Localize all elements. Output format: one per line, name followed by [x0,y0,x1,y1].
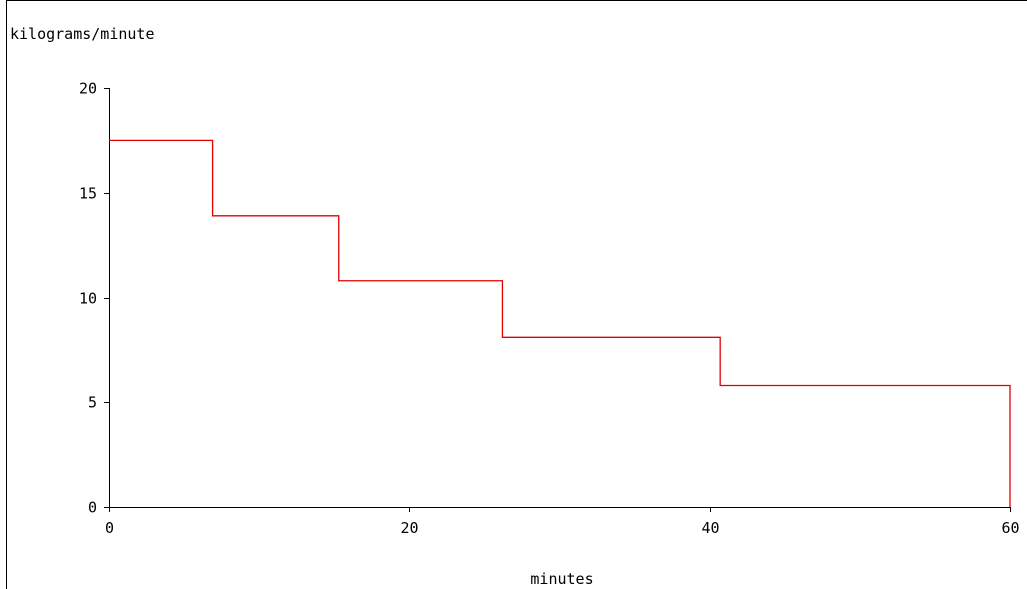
y-tick-label: 5 [88,394,97,412]
x-tick-label: 60 [1001,519,1019,537]
x-tick-label: 40 [701,519,719,537]
x-axis-label: minutes [530,570,593,588]
y-tick-label: 0 [88,499,97,517]
chart-frame [6,0,1027,589]
y-tick-label: 20 [79,80,97,98]
y-tick-label: 15 [79,185,97,203]
y-ticks: 0 5 10 15 20 [79,80,109,517]
y-axis-label: kilograms/minute [10,25,155,43]
step-series-path [109,139,1011,507]
axes [109,88,1011,508]
x-tick-label: 20 [400,519,418,537]
series-step-line [109,139,1011,507]
y-tick-label: 10 [79,290,97,308]
x-ticks: 0 20 40 60 [105,507,1020,537]
x-tick-label: 0 [105,519,114,537]
